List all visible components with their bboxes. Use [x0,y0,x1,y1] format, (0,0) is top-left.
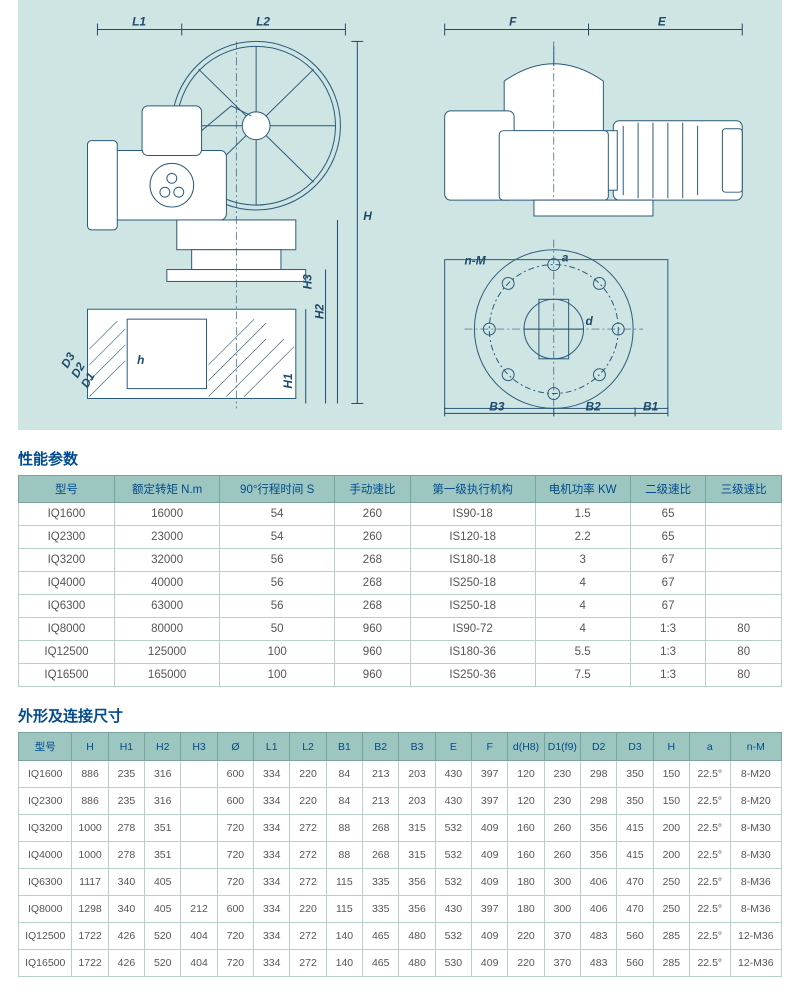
table-row: IQ63006300056268IS250-18467 [19,595,782,618]
dims-col-3: H2 [145,733,181,761]
table-row: IQ16001600054260IS90-181.565 [19,503,782,526]
dims-col-18: a [690,733,731,761]
left-drawing: L1 L2 [28,10,395,420]
dim-H: H [363,209,372,223]
table-row: IQ23008862353166003342208421320343039712… [19,788,782,815]
dims-col-8: B1 [326,733,362,761]
page-root: L1 L2 [0,0,800,997]
table-row: IQ40001000278351720334272882683155324091… [19,842,782,869]
dims-col-16: D3 [617,733,653,761]
perf-col-6: 二级速比 [630,476,706,503]
diagram-panel: L1 L2 [18,0,782,430]
perf-col-1: 额定转矩 N.m [114,476,219,503]
table-row: IQ23002300054260IS120-182.265 [19,526,782,549]
dim-F: F [509,15,517,29]
dims-col-11: E [435,733,471,761]
dims-col-7: L2 [290,733,326,761]
dims-col-9: B2 [363,733,399,761]
dim-a: a [562,251,569,265]
dims-col-10: B3 [399,733,435,761]
dim-H2: H2 [313,304,327,320]
dims-col-0: 型号 [19,733,72,761]
dim-L2: L2 [256,15,270,29]
table-row: IQ63001117340405720334272115335356532409… [19,869,782,896]
dim-d: d [586,314,594,328]
dims-col-13: d(H8) [508,733,544,761]
dim-H1: H1 [281,373,295,388]
table-row: IQ40004000056268IS250-18467 [19,572,782,595]
perf-col-7: 三级速比 [706,476,782,503]
table-row: IQ80008000050960IS90-7241:380 [19,618,782,641]
dim-nM: n-M [465,254,487,268]
perf-table: 型号额定转矩 N.m90°行程时间 S手动速比第一级执行机构电机功率 KW二级速… [18,475,782,687]
table-row: IQ16500172242652040472033427214046548053… [19,950,782,977]
table-row: IQ32003200056268IS180-18367 [19,549,782,572]
dim-B1: B1 [643,399,658,413]
dim-B2: B2 [586,399,602,413]
table-row: IQ12500125000100960IS180-365.51:380 [19,641,782,664]
dims-title: 外形及连接尺寸 [18,705,782,726]
diagram-left-view: L1 L2 [28,10,395,420]
perf-col-2: 90°行程时间 S [220,476,335,503]
dim-L1: L1 [132,15,146,29]
table-row: IQ16500165000100960IS250-367.51:380 [19,664,782,687]
table-row: IQ80001298340405212600334220115335356430… [19,896,782,923]
dims-col-1: H [72,733,108,761]
dims-table: 型号HH1H2H3ØL1L2B1B2B3EFd(H8)D1(f9)D2D3Han… [18,732,782,977]
dims-col-4: H3 [181,733,217,761]
perf-col-4: 第一级执行机构 [410,476,535,503]
perf-col-3: 手动速比 [335,476,411,503]
dims-col-12: F [472,733,508,761]
dims-col-5: Ø [217,733,253,761]
dims-col-2: H1 [108,733,144,761]
dims-col-15: D2 [581,733,617,761]
perf-col-0: 型号 [19,476,115,503]
perf-col-5: 电机功率 KW [535,476,630,503]
table-row: IQ32001000278351720334272882683155324091… [19,815,782,842]
dim-E: E [658,15,667,29]
dim-B3: B3 [489,399,505,413]
table-row: IQ16008862353166003342208421320343039712… [19,761,782,788]
dims-col-14: D1(f9) [544,733,580,761]
dim-H3: H3 [301,274,315,290]
dims-col-17: H [653,733,689,761]
right-drawing: F E [405,10,772,420]
dim-h: h [137,353,144,367]
dims-col-19: n-M [730,733,781,761]
perf-title: 性能参数 [18,448,782,469]
dims-col-6: L1 [254,733,290,761]
diagram-right-view: F E [405,10,772,420]
